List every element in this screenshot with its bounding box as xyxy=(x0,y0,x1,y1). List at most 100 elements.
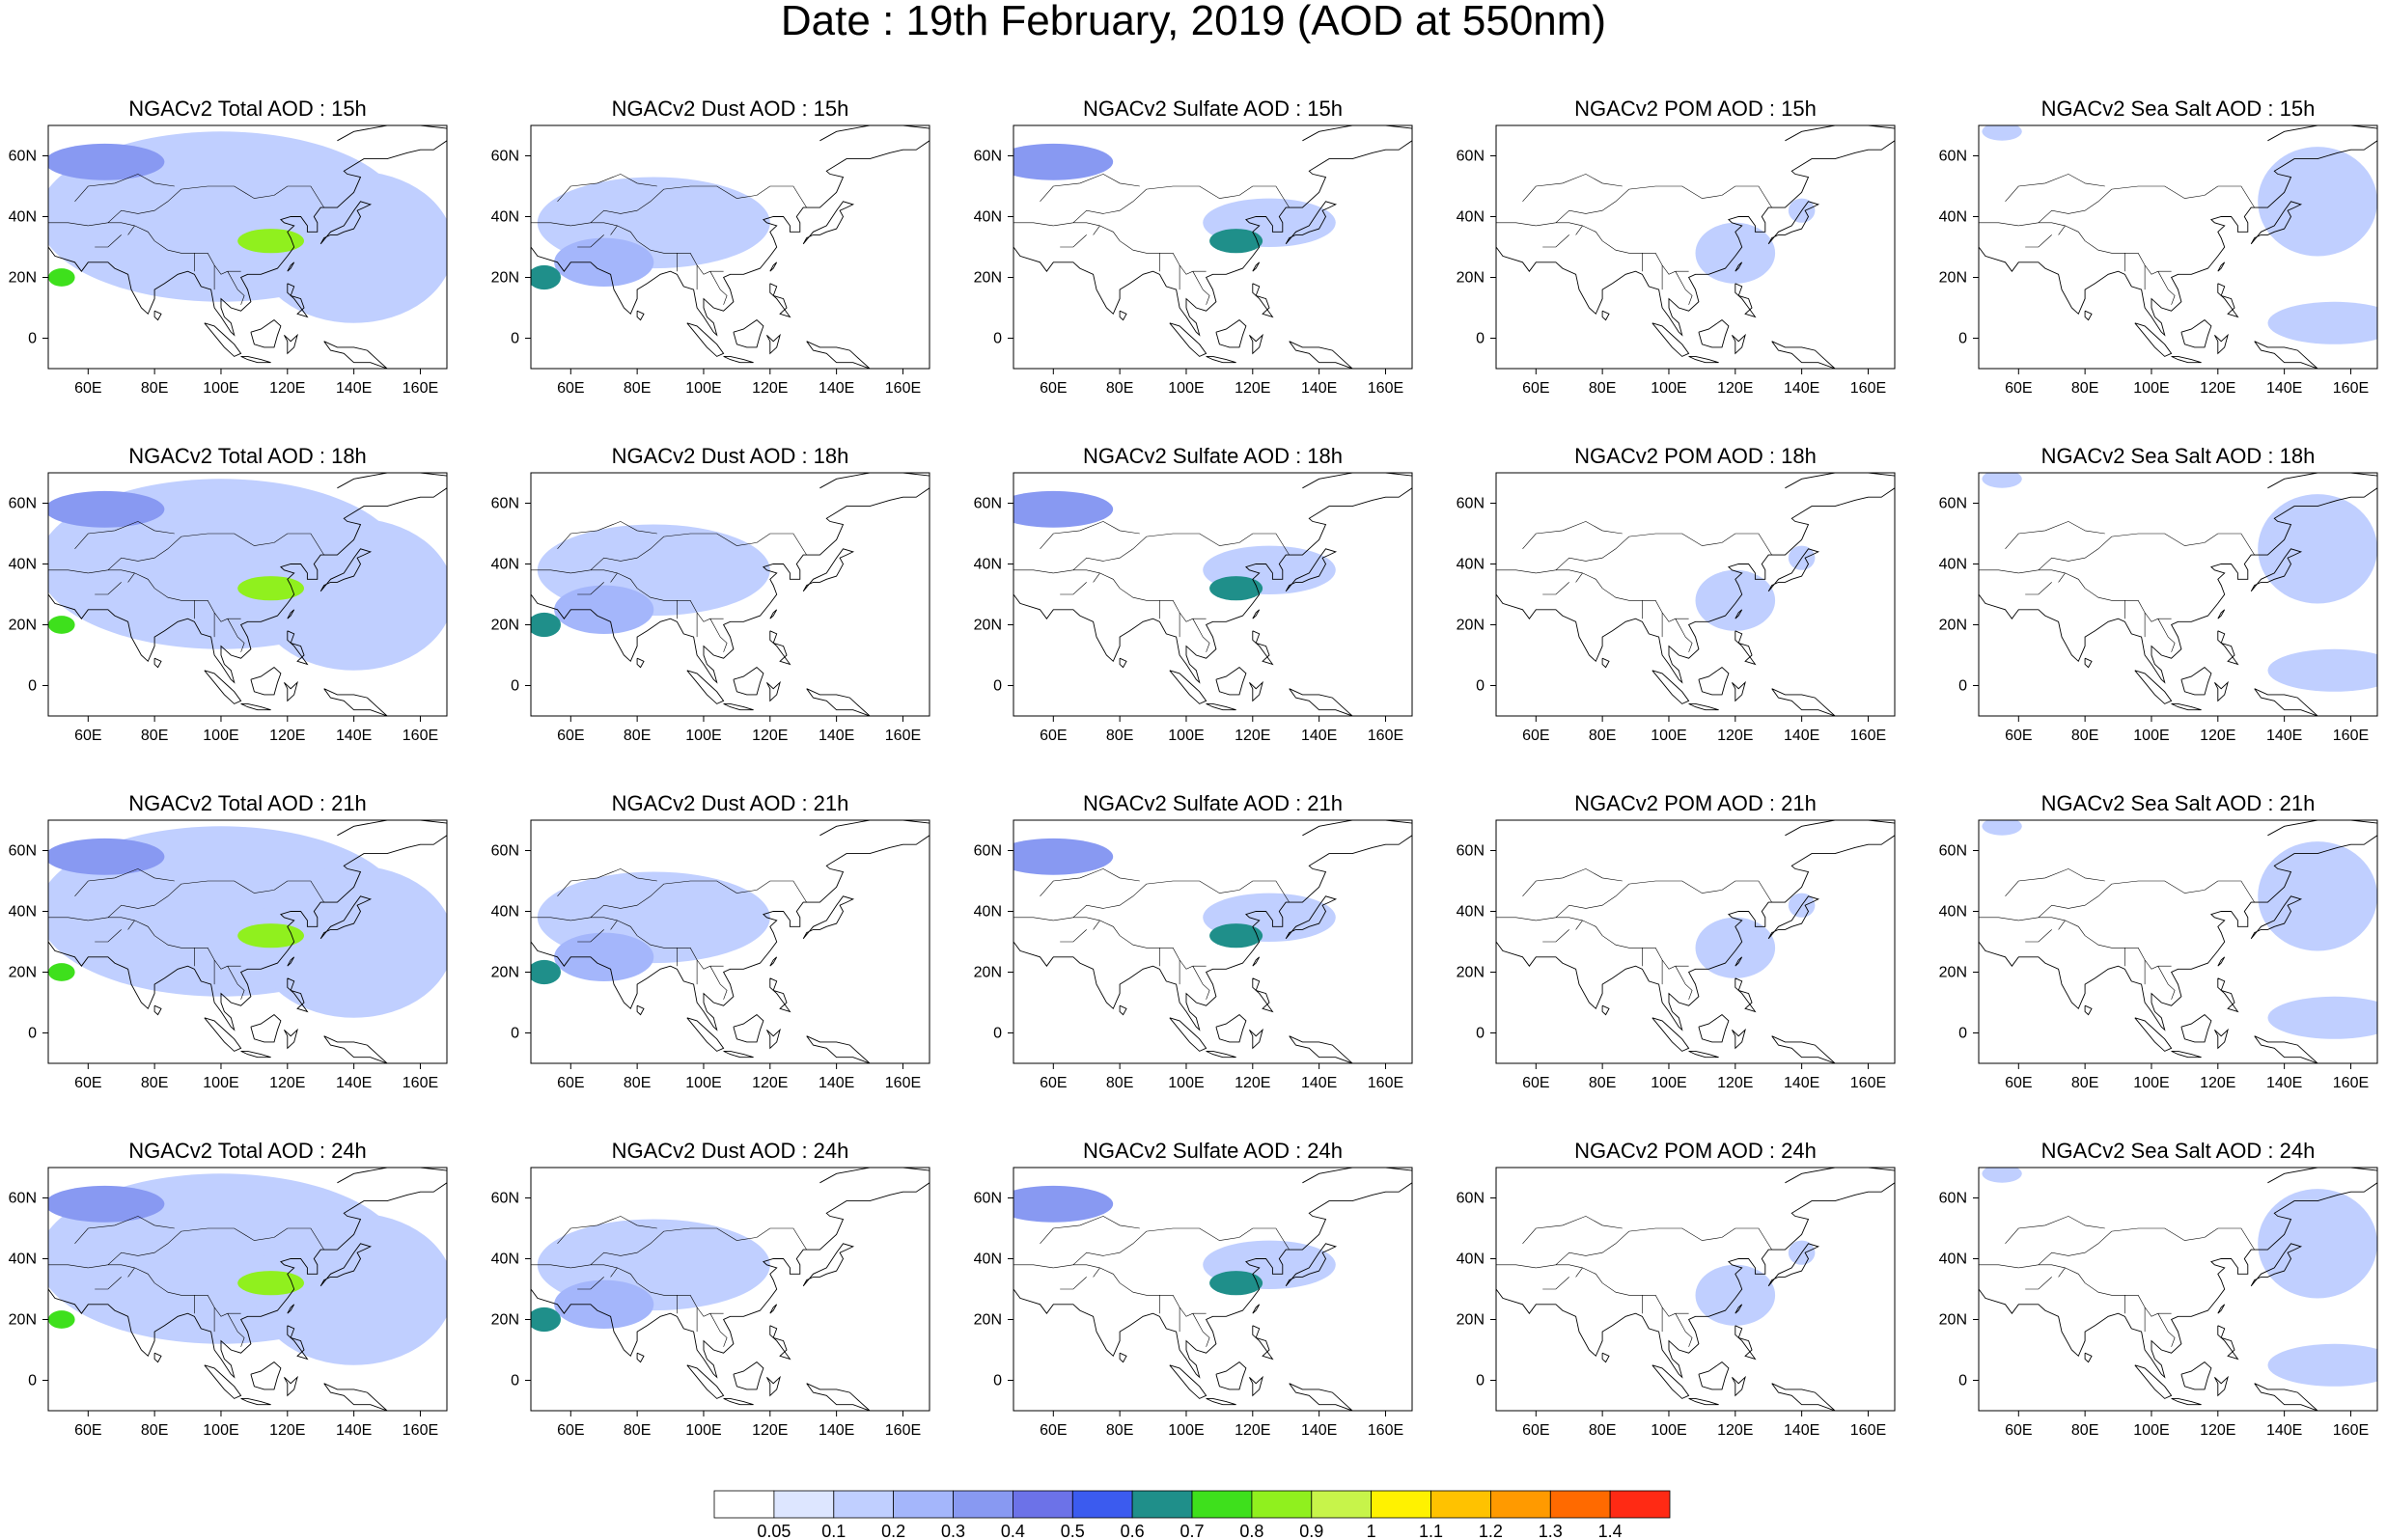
coastline xyxy=(1496,487,1895,684)
x-tick-label: 120E xyxy=(1717,728,1753,744)
coastline xyxy=(1688,1050,1719,1059)
y-tick-label: 40N xyxy=(974,1251,1002,1268)
x-tick-label: 140E xyxy=(1301,728,1337,744)
coastline xyxy=(1302,125,1412,142)
x-tick-label: 60E xyxy=(1040,728,1067,744)
country-border xyxy=(557,868,657,896)
coastline xyxy=(1215,667,1247,696)
y-tick-label: 20N xyxy=(1457,965,1485,981)
coastline xyxy=(2214,1028,2229,1050)
coastline xyxy=(287,1325,309,1361)
coastline xyxy=(1252,977,1274,1013)
y-tick-label: 60N xyxy=(9,149,37,165)
y-tick-label: 60N xyxy=(974,1191,1002,1207)
coastline xyxy=(48,1182,447,1379)
x-tick-label: 140E xyxy=(336,728,372,744)
coastline xyxy=(1601,657,1610,669)
country-border xyxy=(1675,271,1693,305)
coastline xyxy=(287,609,295,619)
country-border xyxy=(1675,619,1693,652)
country-border xyxy=(127,1267,135,1278)
colorbar-swatch xyxy=(1131,1490,1193,1519)
aod-plume xyxy=(554,932,654,981)
coastline xyxy=(319,1243,373,1287)
map-panel: NGACv2 POM AOD : 21h 60E 80E 100E 120E 140E 16… xyxy=(1457,793,1896,1091)
x-tick-label: 160E xyxy=(885,380,921,397)
colorbar-label: 0.2 xyxy=(881,1522,905,1540)
x-tick-label: 60E xyxy=(557,728,584,744)
coastline xyxy=(1302,473,1412,489)
country-border xyxy=(1555,1227,1772,1266)
coastline xyxy=(766,333,781,355)
y-tick-label: 20N xyxy=(974,1312,1002,1329)
x-tick-label: 80E xyxy=(2071,380,2098,397)
x-tick-label: 140E xyxy=(336,1075,372,1091)
x-tick-label: 80E xyxy=(141,728,168,744)
x-tick-label: 60E xyxy=(557,1422,584,1439)
x-tick-label: 100E xyxy=(1168,380,1204,397)
y-tick-label: 20N xyxy=(491,965,519,981)
x-tick-label: 140E xyxy=(2266,380,2302,397)
coastline xyxy=(153,1004,162,1016)
coastline xyxy=(319,895,373,940)
country-border xyxy=(88,1264,241,1317)
coastline xyxy=(1496,835,1895,1031)
plot-frame xyxy=(530,124,930,370)
x-tick-label: 100E xyxy=(1651,1422,1686,1439)
x-tick-label: 80E xyxy=(1106,1075,1133,1091)
x-tick-label: 120E xyxy=(2200,728,2235,744)
panel-title: NGACv2 Total AOD : 18h xyxy=(128,444,367,468)
colorbar-label: 1.2 xyxy=(1479,1522,1503,1540)
x-tick-label: 60E xyxy=(557,1075,584,1091)
aod-plume xyxy=(2258,841,2377,951)
coastline xyxy=(769,630,791,666)
country-border xyxy=(577,929,604,943)
x-tick-label: 60E xyxy=(2005,728,2032,744)
country-border xyxy=(1192,619,1210,652)
coastline xyxy=(1735,977,1757,1013)
x-tick-label: 120E xyxy=(752,1422,788,1439)
aod-plume xyxy=(1013,838,1114,875)
y-tick-label: 60N xyxy=(974,496,1002,512)
colorbar-swatch xyxy=(1251,1490,1313,1519)
coastline xyxy=(1289,1383,1353,1411)
y-tick-label: 40N xyxy=(974,557,1002,573)
country-border xyxy=(1072,185,1290,224)
coastline xyxy=(1206,1050,1236,1059)
y-tick-label: 60N xyxy=(9,496,37,512)
coastline xyxy=(686,322,725,357)
y-tick-label: 20N xyxy=(1457,270,1485,287)
coastline xyxy=(636,1352,645,1363)
x-tick-label: 100E xyxy=(2133,380,2169,397)
x-tick-label: 120E xyxy=(269,728,305,744)
y-tick-label: 60N xyxy=(1457,496,1485,512)
map-panel: NGACv2 POM AOD : 18h 60E 80E 100E 120E 140E 16… xyxy=(1457,446,1896,744)
map-plot: 60E 80E 100E 120E 140E 160E 0 20N 40N 60N xyxy=(491,472,930,744)
country-border xyxy=(1093,572,1100,583)
colorbar-swatch xyxy=(833,1490,895,1519)
aod-plume xyxy=(237,576,304,601)
coastline xyxy=(1289,688,1353,716)
y-tick-label: 40N xyxy=(974,209,1002,226)
panel-title: NGACv2 Dust AOD : 18h xyxy=(611,444,849,468)
coastline xyxy=(531,1182,930,1379)
y-tick-label: 20N xyxy=(491,618,519,634)
aod-plume xyxy=(2267,1343,2377,1387)
coastline xyxy=(240,1397,271,1406)
coastline xyxy=(250,1361,282,1390)
y-tick-label: 40N xyxy=(491,557,519,573)
map-panel: NGACv2 Dust AOD : 24h 60E 80E 100E 120E 140E 1… xyxy=(491,1141,930,1439)
coastline xyxy=(2217,630,2239,666)
aod-plume xyxy=(1209,1271,1263,1296)
x-tick-label: 60E xyxy=(1522,1422,1549,1439)
map-panel: NGACv2 POM AOD : 15h 60E 80E 100E 120E 140E 16… xyxy=(1457,98,1896,397)
coastline xyxy=(636,310,645,321)
coastline xyxy=(819,125,930,142)
map-plot: 60E 80E 100E 120E 140E 160E 0 20N 40N 60N xyxy=(1457,819,1896,1091)
panel-title: NGACv2 Sulfate AOD : 24h xyxy=(1082,1139,1344,1163)
map-plot: 60E 80E 100E 120E 140E 160E 0 20N 40N 60N xyxy=(9,819,448,1091)
coastline xyxy=(1735,1304,1743,1314)
coastline xyxy=(1785,1168,1895,1184)
x-tick-label: 120E xyxy=(752,728,788,744)
x-tick-label: 100E xyxy=(1651,380,1686,397)
